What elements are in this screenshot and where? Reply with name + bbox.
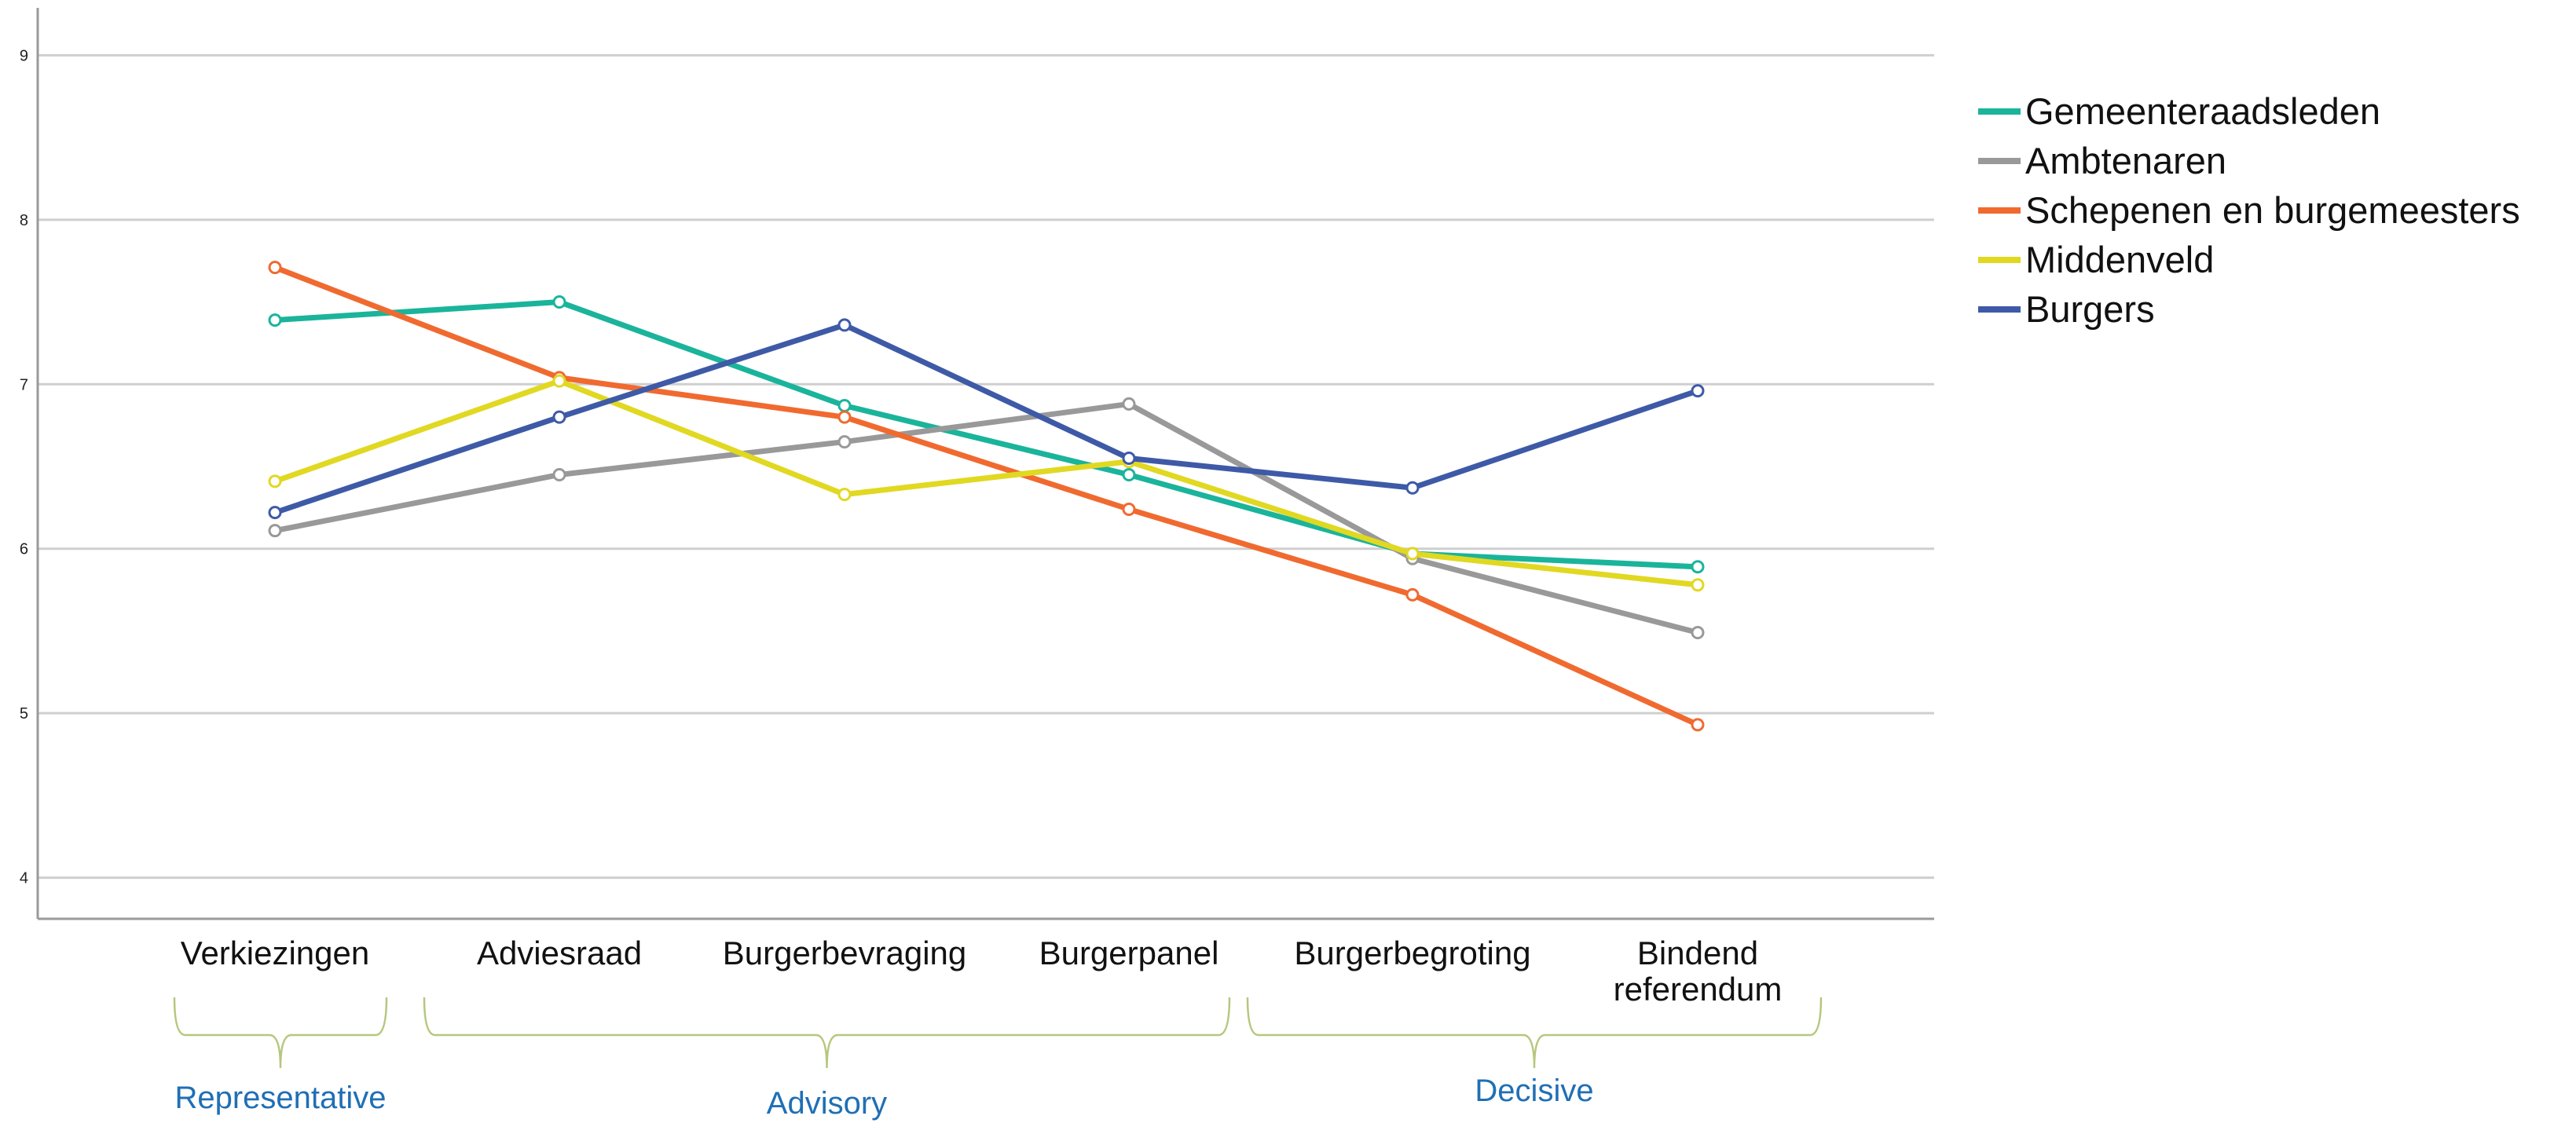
data-point [837, 488, 852, 502]
data-point [268, 474, 282, 488]
x-tick-label: Burgerbevraging [723, 935, 967, 971]
data-point [268, 261, 282, 275]
group-label: Decisive [1475, 1074, 1593, 1108]
x-tick-label: Burgerpanel [1039, 935, 1219, 971]
x-tick-label: Burgerbegroting [1294, 935, 1530, 971]
legend: Gemeenteraadsleden Ambtenaren Schepenen en… [1978, 90, 2520, 330]
x-tick-label: Bindend [1637, 935, 1758, 971]
data-point [1691, 626, 1705, 640]
series-schepenen-en-burgemeesters [268, 261, 1705, 732]
data-point [1691, 718, 1705, 732]
y-tick-label: 6 [20, 541, 28, 558]
series-line [272, 265, 1701, 728]
data-point [837, 318, 852, 332]
data-point [1691, 560, 1705, 574]
gridlines [38, 53, 1934, 880]
data-point [552, 295, 566, 309]
x-tick-label: Verkiezingen [181, 935, 370, 971]
y-tick-label: 9 [20, 47, 28, 64]
series-line [272, 322, 1701, 516]
series-gemeenteraadsleden [268, 295, 1705, 574]
data-point [837, 435, 852, 449]
data-point [268, 313, 282, 327]
data-point [268, 524, 282, 538]
group-bracket [1246, 997, 1823, 1069]
data-point [1122, 502, 1136, 516]
data-point [1122, 467, 1136, 481]
data-point [1691, 578, 1705, 592]
legend-label: Schepenen en burgemeesters [2025, 189, 2520, 231]
groups: Representative Advisory Decisive [173, 997, 1823, 1121]
y-ticks: 4 5 6 7 8 9 [20, 47, 28, 887]
data-point [552, 467, 566, 481]
data-point [552, 374, 566, 388]
series-line [272, 378, 1701, 588]
series-line [272, 299, 1701, 570]
group-bracket [423, 997, 1231, 1069]
legend-label: Gemeenteraadsleden [2025, 90, 2380, 132]
legend-label: Middenveld [2025, 239, 2214, 280]
axes [36, 8, 1934, 920]
group-bracket [173, 997, 388, 1069]
legend-label: Burgers [2025, 288, 2155, 330]
y-tick-label: 8 [20, 212, 28, 229]
data-point [268, 506, 282, 520]
data-point [1405, 481, 1420, 495]
y-tick-label: 7 [20, 376, 28, 393]
series-burgers [268, 318, 1705, 520]
series-ambtenaren [268, 397, 1705, 640]
data-point [837, 410, 852, 424]
y-tick-label: 4 [20, 870, 28, 887]
x-tick-label: Adviesraad [477, 935, 642, 971]
data-point [1122, 452, 1136, 466]
y-tick-label: 5 [20, 705, 28, 722]
series-line [272, 401, 1701, 636]
data-point [837, 399, 852, 413]
series-lines [268, 261, 1705, 732]
group-label: Representative [174, 1081, 386, 1115]
data-point [1122, 397, 1136, 411]
x-ticks: Verkiezingen Adviesraad Burgerbevraging Bur… [181, 935, 1783, 1008]
data-point [1405, 547, 1420, 561]
legend-label: Ambtenaren [2025, 140, 2226, 181]
data-point [552, 410, 566, 424]
data-point [1691, 384, 1705, 398]
x-tick-label: referendum [1614, 971, 1783, 1008]
group-label: Advisory [767, 1086, 887, 1121]
data-point [1405, 587, 1420, 602]
